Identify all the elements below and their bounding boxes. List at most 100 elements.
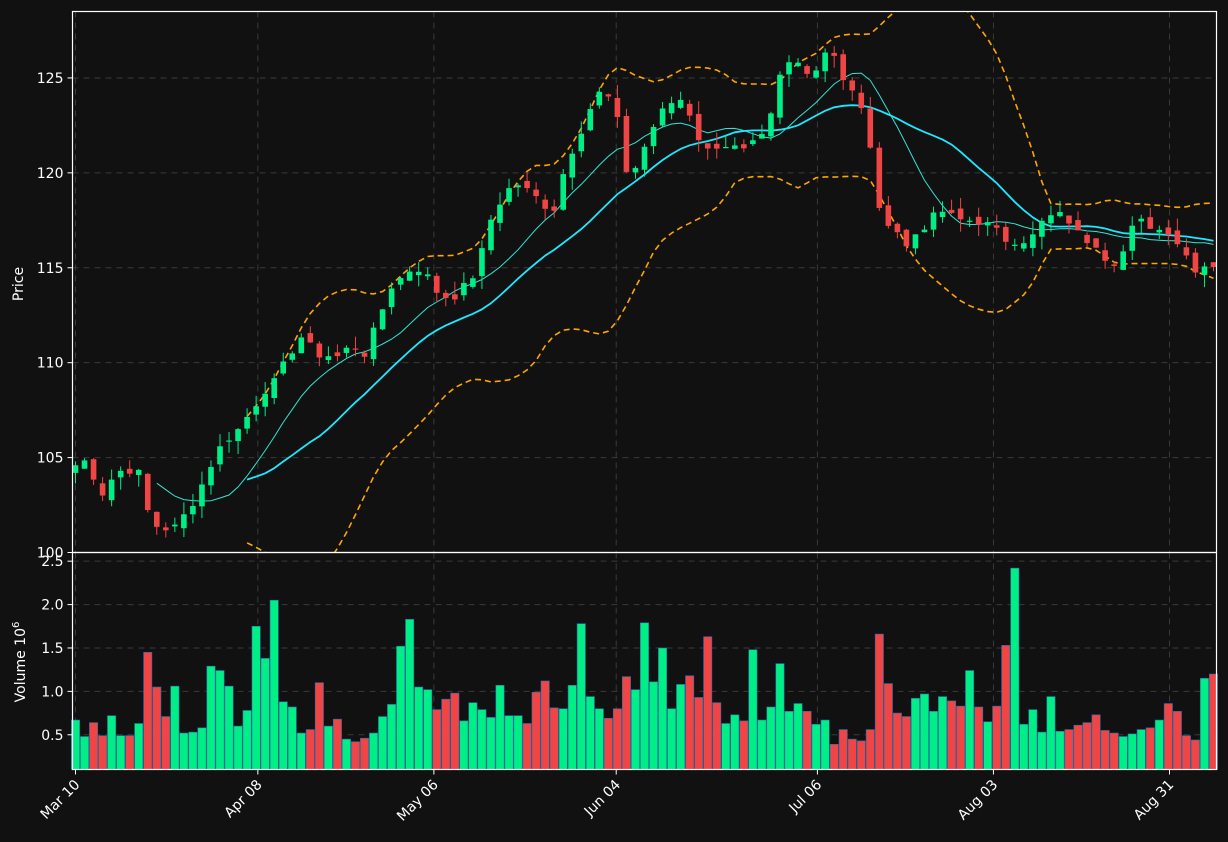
volume-bar — [251, 625, 261, 770]
volume-bar — [341, 738, 351, 770]
candle-body — [244, 416, 250, 429]
volume-bar — [802, 711, 812, 770]
date-tick-label: May 06 — [394, 777, 442, 825]
candle-body — [1210, 262, 1217, 268]
volume-bar — [504, 715, 514, 770]
ma-long-line — [246, 104, 1214, 481]
candle-body — [1120, 251, 1126, 270]
candle-body — [741, 144, 747, 149]
volume-bar — [901, 716, 911, 770]
candle-body — [253, 406, 259, 415]
volume-bar — [468, 702, 478, 770]
upper-band-line — [246, 11, 1214, 417]
candle-body — [948, 209, 955, 213]
candle-body — [768, 113, 774, 137]
volume-bar — [224, 685, 234, 770]
volume-bar — [378, 716, 388, 770]
candle-body — [415, 271, 422, 276]
candle-body — [226, 440, 232, 442]
volume-bar — [1055, 731, 1065, 770]
candle-body — [587, 109, 594, 131]
candle-body — [677, 99, 684, 108]
candle-body — [488, 219, 494, 251]
candle-body — [876, 147, 883, 208]
candle-body — [903, 229, 910, 247]
volume-bar — [811, 724, 821, 770]
volume-bar — [947, 700, 957, 770]
volume-bar — [956, 705, 966, 770]
candle-body — [443, 292, 449, 298]
volume-bar — [1046, 696, 1056, 770]
price-tick-label: 105 — [37, 451, 64, 467]
volume-bar — [658, 647, 668, 770]
volume-bar — [838, 729, 848, 770]
volume-bar — [730, 714, 740, 770]
candle-body — [605, 94, 612, 97]
volume-bar — [748, 649, 758, 770]
volume-bar — [865, 729, 875, 770]
candle-body — [506, 188, 512, 202]
volume-bar — [1019, 724, 1029, 770]
price-axis-title: Price — [11, 267, 27, 301]
candle-body — [930, 212, 937, 230]
volume-bar — [432, 709, 442, 770]
volume-bar — [1136, 729, 1146, 770]
candle-body — [975, 216, 982, 225]
candle-body — [117, 470, 124, 478]
volume-bar — [116, 735, 126, 770]
volume-bar — [369, 732, 379, 770]
candle-body — [208, 467, 214, 486]
volume-bar — [793, 703, 803, 770]
volume-bar — [423, 689, 433, 770]
candle-body — [1201, 266, 1208, 275]
volume-bar — [667, 708, 677, 770]
volume-bar — [685, 675, 695, 770]
candle-body — [849, 80, 856, 91]
volume-bar — [1028, 709, 1038, 770]
candle-body — [831, 52, 837, 56]
volume-bar — [576, 623, 586, 770]
volume-tick-label: 2.5 — [41, 554, 63, 570]
candle-body — [1192, 252, 1199, 273]
volume-bar — [558, 708, 568, 770]
volume-bar — [125, 735, 135, 770]
candle-body — [1093, 238, 1099, 248]
volume-bar — [929, 711, 938, 770]
ma-short-line — [156, 72, 1214, 502]
volume-bar — [143, 652, 153, 770]
lower-band-line — [246, 175, 1214, 553]
volume-bar — [206, 665, 216, 770]
volume-tick-label: 0.5 — [41, 728, 63, 744]
volume-bar — [829, 744, 839, 770]
candle-body — [217, 446, 223, 465]
candle-body — [461, 282, 467, 296]
candle-body — [939, 211, 946, 218]
candle-body — [966, 220, 973, 222]
candle-body — [578, 133, 585, 152]
candle-body — [361, 352, 368, 357]
volume-bar — [351, 741, 360, 770]
candle-body — [650, 126, 657, 147]
volume-bar — [477, 709, 487, 770]
candle-body — [786, 62, 792, 75]
volume-bar — [269, 599, 279, 770]
volume-axis-title-text: Volume 10 — [13, 628, 29, 702]
candle-body — [1048, 215, 1054, 224]
volume-bar — [910, 698, 920, 770]
volume-bar — [847, 738, 857, 770]
candle-body — [172, 524, 178, 527]
candle-body — [551, 206, 557, 211]
volume-tick-label: 2.0 — [41, 598, 63, 614]
candle-body — [343, 347, 350, 353]
volume-axis-exponent: 6 — [11, 622, 22, 628]
volume-bar — [459, 720, 469, 770]
candle-body — [867, 108, 874, 148]
volume-bar — [965, 670, 975, 770]
volume-bar — [612, 708, 622, 770]
candle-body — [199, 484, 205, 507]
candle-body — [822, 52, 828, 72]
volume-bar — [98, 735, 108, 770]
price-tick-label: 120 — [37, 166, 64, 182]
volume-bar — [486, 717, 496, 770]
candle-body — [352, 348, 359, 350]
